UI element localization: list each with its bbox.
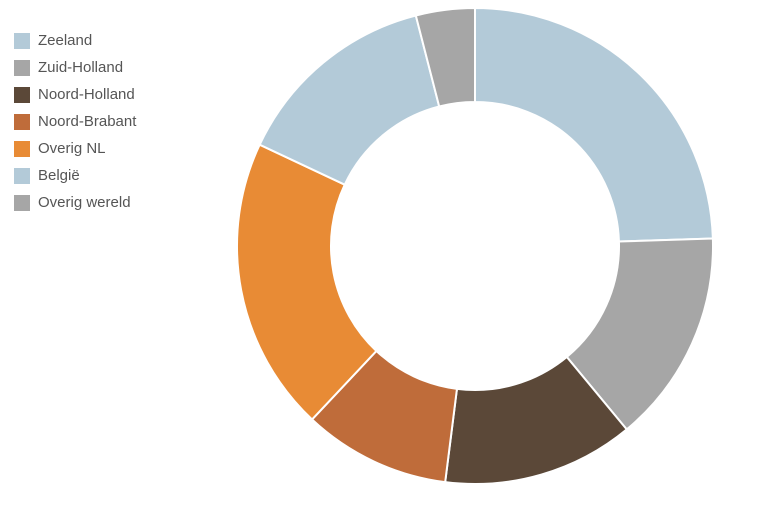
legend-item-zeeland[interactable]: Zeeland	[14, 27, 136, 54]
legend-item-overig-nl[interactable]: Overig NL	[14, 135, 136, 162]
legend-swatch	[14, 140, 30, 157]
legend-label: Zuid-Holland	[38, 59, 124, 76]
legend-swatch	[14, 32, 30, 49]
legend-swatch	[14, 86, 30, 103]
legend-label: Zeeland	[38, 32, 93, 49]
legend-item-zuid-holland[interactable]: Zuid-Holland	[14, 54, 136, 81]
donut-slice-overig-wereld[interactable]	[414, 6, 476, 108]
legend-swatch	[14, 194, 30, 211]
legend-swatch	[14, 167, 30, 184]
legend-item-noord-holland[interactable]: Noord-Holland	[14, 81, 136, 108]
legend-label: Overig NL	[38, 140, 106, 157]
donut-slice-zeeland[interactable]	[474, 6, 714, 243]
legend-label: België	[38, 167, 80, 184]
legend-item-noord-brabant[interactable]: Noord-Brabant	[14, 108, 136, 135]
legend-item-belgie[interactable]: België	[14, 162, 136, 189]
legend-label: Overig wereld	[38, 194, 131, 211]
donut-slice-overig-nl[interactable]	[236, 143, 378, 421]
legend-label: Noord-Holland	[38, 86, 135, 103]
legend-label: Noord-Brabant	[38, 113, 137, 130]
legend-swatch	[14, 113, 30, 130]
chart-legend: Zeeland Zuid-Holland Noord-Holland Noord-Br…	[14, 27, 136, 216]
legend-swatch	[14, 59, 30, 76]
legend-item-overig-wereld[interactable]: Overig wereld	[14, 189, 136, 216]
